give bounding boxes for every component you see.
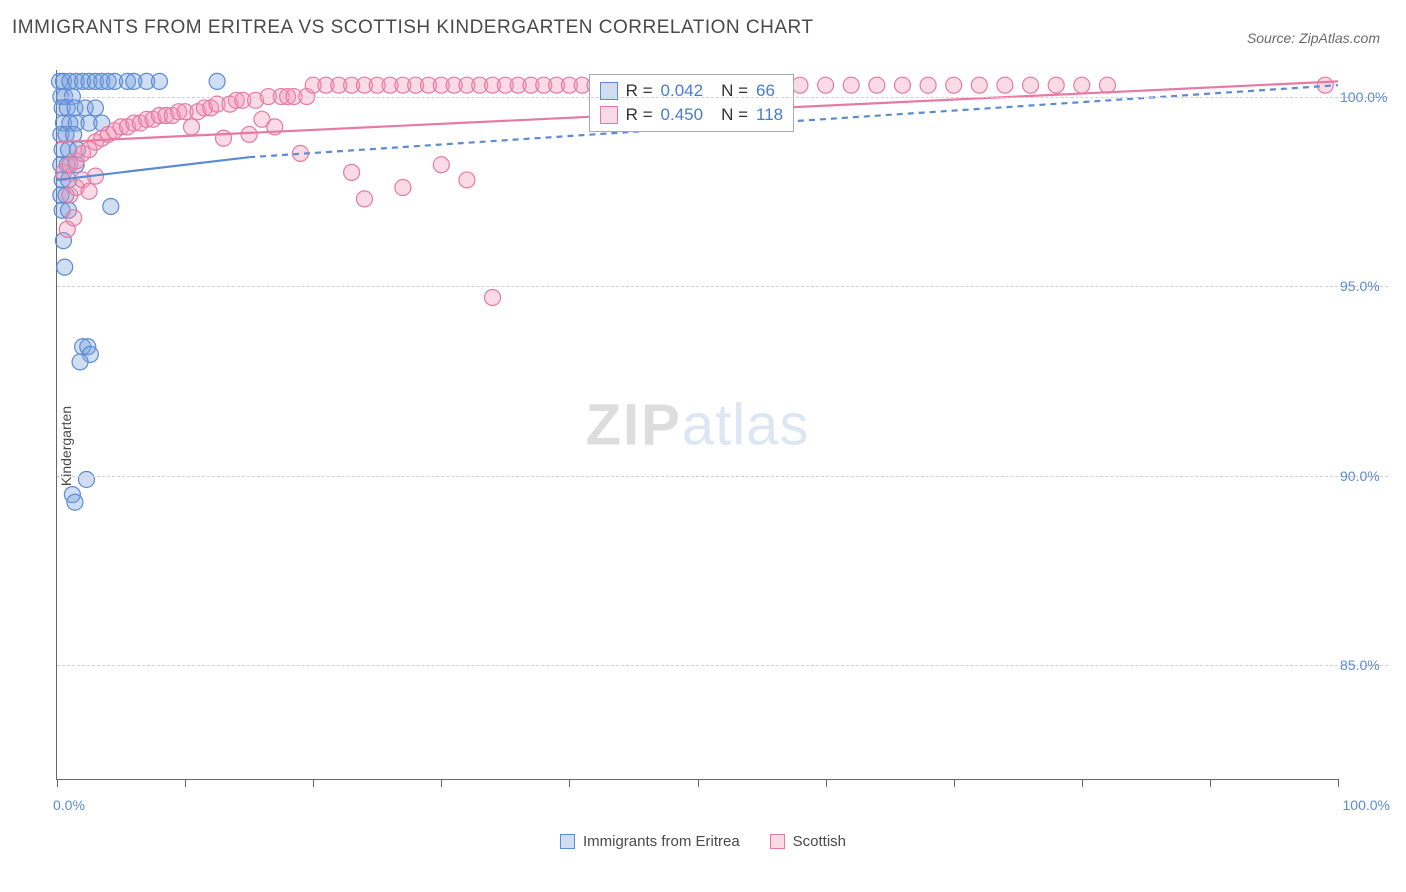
- legend-item-eritrea: Immigrants from Eritrea: [560, 833, 740, 850]
- data-point-scottish: [1074, 77, 1090, 93]
- data-point-scottish: [184, 119, 200, 135]
- legend-swatch-eritrea: [560, 834, 575, 849]
- x-tick: [954, 779, 955, 787]
- x-tick: [441, 779, 442, 787]
- data-point-scottish: [216, 130, 232, 146]
- grid-line: [57, 97, 1388, 98]
- x-tick: [1210, 779, 1211, 787]
- data-point-scottish: [946, 77, 962, 93]
- data-point-eritrea: [67, 494, 83, 510]
- data-point-eritrea: [78, 471, 94, 487]
- legend-swatch-scottish: [770, 834, 785, 849]
- x-tick: [826, 779, 827, 787]
- data-point-scottish: [1099, 77, 1115, 93]
- y-tick-label: 100.0%: [1340, 89, 1390, 105]
- data-point-eritrea: [151, 73, 167, 89]
- data-point-eritrea: [72, 354, 88, 370]
- data-point-scottish: [1023, 77, 1039, 93]
- data-point-scottish: [395, 180, 411, 196]
- chart-container: IMMIGRANTS FROM ERITREA VS SCOTTISH KIND…: [12, 12, 1394, 880]
- data-point-eritrea: [103, 198, 119, 214]
- stats-n-label: N =: [721, 81, 748, 101]
- data-point-scottish: [81, 183, 97, 199]
- x-tick: [1338, 779, 1339, 787]
- data-point-scottish: [792, 77, 808, 93]
- data-point-scottish: [485, 289, 501, 305]
- stats-n-value-scottish: 118: [756, 105, 783, 125]
- data-point-scottish: [818, 77, 834, 93]
- x-tick: [313, 779, 314, 787]
- stats-r-value-scottish: 0.450: [661, 105, 704, 125]
- data-point-scottish: [433, 157, 449, 173]
- data-point-scottish: [241, 126, 257, 142]
- data-point-scottish: [894, 77, 910, 93]
- stats-swatch-scottish: [600, 106, 618, 124]
- grid-line: [57, 286, 1388, 287]
- data-point-eritrea: [87, 100, 103, 116]
- x-tick: [1082, 779, 1083, 787]
- footer-legend: Immigrants from Eritrea Scottish: [560, 833, 846, 850]
- data-point-scottish: [356, 191, 372, 207]
- x-axis-min-label: 0.0%: [53, 797, 85, 813]
- data-point-scottish: [997, 77, 1013, 93]
- data-point-scottish: [344, 164, 360, 180]
- y-tick-label: 95.0%: [1340, 278, 1390, 294]
- legend-label-scottish: Scottish: [793, 833, 846, 850]
- plot-svg: [57, 70, 1338, 779]
- x-axis-max-label: 100.0%: [1343, 797, 1390, 813]
- data-point-scottish: [869, 77, 885, 93]
- chart-title: IMMIGRANTS FROM ERITREA VS SCOTTISH KIND…: [12, 12, 1394, 49]
- stats-n-value-eritrea: 66: [756, 81, 775, 101]
- grid-line: [57, 476, 1388, 477]
- source-attribution: Source: ZipAtlas.com: [1247, 30, 1380, 46]
- stats-r-label: R =: [626, 81, 653, 101]
- legend-label-eritrea: Immigrants from Eritrea: [583, 833, 740, 850]
- y-tick-label: 85.0%: [1340, 657, 1390, 673]
- x-tick: [185, 779, 186, 787]
- legend-item-scottish: Scottish: [770, 833, 846, 850]
- data-point-eritrea: [209, 73, 225, 89]
- data-point-scottish: [843, 77, 859, 93]
- stats-row-scottish: R = 0.450 N = 118: [600, 105, 784, 125]
- data-point-eritrea: [57, 259, 73, 275]
- x-tick: [57, 779, 58, 787]
- stats-row-eritrea: R = 0.042 N = 66: [600, 81, 784, 101]
- data-point-scottish: [920, 77, 936, 93]
- stats-box: R = 0.042 N = 66 R = 0.450 N = 118: [589, 74, 795, 132]
- y-tick-label: 90.0%: [1340, 468, 1390, 484]
- data-point-scottish: [1048, 77, 1064, 93]
- x-tick: [698, 779, 699, 787]
- grid-line: [57, 665, 1388, 666]
- data-point-scottish: [971, 77, 987, 93]
- data-point-scottish: [459, 172, 475, 188]
- stats-r-label: R =: [626, 105, 653, 125]
- plot-area: ZIPatlas R = 0.042N = 66R = 0.450N = 118…: [56, 70, 1338, 780]
- x-tick: [569, 779, 570, 787]
- data-point-scottish: [66, 210, 82, 226]
- stats-n-label: N =: [721, 105, 748, 125]
- stats-r-value-eritrea: 0.042: [661, 81, 704, 101]
